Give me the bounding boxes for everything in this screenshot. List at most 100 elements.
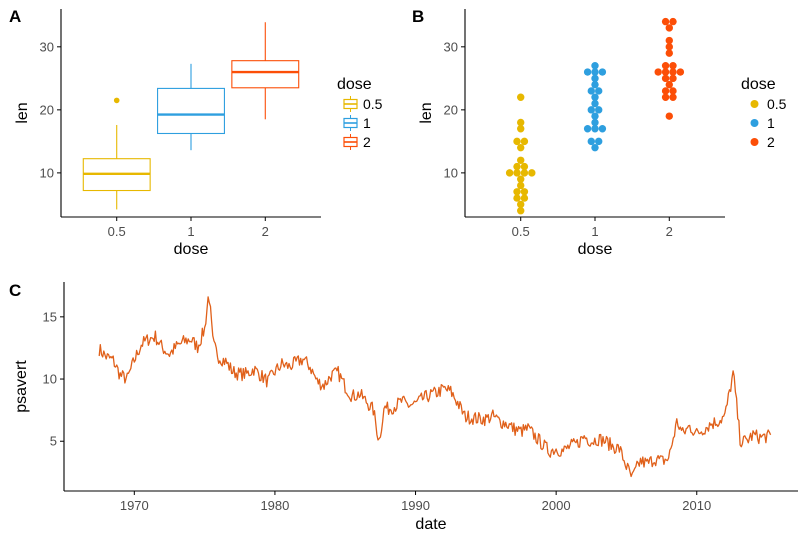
dot-point — [505, 169, 514, 177]
dot-point — [517, 156, 525, 164]
legend-title: dose — [337, 76, 372, 93]
dot-point — [661, 68, 670, 76]
dot-point — [669, 17, 677, 26]
dot-point — [654, 68, 662, 76]
dot-point — [513, 188, 521, 196]
dot-point — [517, 125, 525, 133]
legend-label: 1 — [363, 115, 371, 131]
dot-point — [591, 112, 599, 120]
legend-key-dot — [750, 119, 759, 127]
dot-point — [583, 125, 592, 133]
dot-point — [517, 118, 525, 127]
dot-point — [517, 143, 525, 152]
dot-point — [587, 106, 595, 114]
dot-point — [520, 162, 529, 171]
x-tick-label: 2 — [666, 224, 673, 239]
outlier-point — [113, 97, 120, 104]
dot-point — [595, 137, 603, 146]
dot-point — [595, 106, 603, 114]
x-axis-title: date — [415, 516, 446, 533]
legend-label: 0.5 — [767, 96, 787, 112]
box-2 — [231, 22, 300, 120]
legend-label: 0.5 — [363, 96, 383, 112]
panel-tag: B — [412, 7, 424, 26]
y-tick-label: 10 — [43, 372, 57, 387]
dot-point — [517, 200, 525, 209]
legend-key-dot — [750, 138, 759, 146]
dot-point — [583, 68, 592, 76]
dot-point — [587, 87, 595, 95]
dot-point — [669, 62, 677, 70]
dot-point — [528, 169, 536, 177]
dot-point — [665, 49, 673, 57]
dot-point — [598, 68, 607, 76]
legend-item: 2 — [750, 134, 775, 150]
dot-point — [513, 162, 521, 171]
y-tick-label: 20 — [444, 102, 458, 117]
y-tick-label: 5 — [50, 434, 57, 449]
legend-key-dot — [750, 100, 759, 108]
x-tick-label: 1990 — [401, 498, 430, 513]
y-tick-label: 30 — [40, 39, 54, 54]
dot-point — [520, 137, 529, 146]
x-tick-label: 2010 — [682, 498, 711, 513]
x-tick-label: 1 — [591, 224, 598, 239]
x-tick-label: 1 — [187, 224, 194, 239]
x-tick-label: 1970 — [120, 498, 149, 513]
dot-point — [513, 194, 521, 202]
dot-point — [520, 194, 529, 202]
dot-point — [669, 68, 677, 76]
y-axis-title: psavert — [13, 360, 30, 413]
dot-point — [513, 137, 521, 146]
legend-item: 0.5 — [343, 96, 383, 112]
dot-point — [517, 93, 525, 101]
y-tick-label: 15 — [43, 309, 57, 324]
legend-label: 2 — [767, 134, 775, 150]
dots-1 — [583, 62, 607, 152]
dot-point — [517, 181, 525, 190]
y-tick-label: 20 — [40, 102, 54, 117]
dot-point — [517, 175, 525, 183]
dots-0.5 — [505, 93, 536, 215]
dot-point — [598, 125, 607, 133]
dot-point — [669, 93, 677, 101]
y-tick-label: 10 — [40, 165, 54, 180]
y-tick-label: 30 — [444, 39, 458, 54]
dot-point — [661, 17, 670, 26]
dot-point — [669, 87, 677, 95]
dot-point — [665, 80, 673, 89]
dots-2 — [654, 17, 685, 120]
dot-point — [661, 93, 670, 101]
dot-point — [591, 80, 599, 89]
dot-point — [587, 137, 595, 146]
dot-point — [661, 62, 670, 70]
y-tick-label: 10 — [444, 165, 458, 180]
legend-item: 1 — [343, 115, 371, 131]
x-axis-title: dose — [578, 241, 613, 258]
legend-item: 2 — [343, 134, 371, 150]
dot-point — [520, 188, 529, 196]
dot-point — [665, 24, 673, 32]
x-tick-label: 0.5 — [512, 224, 530, 239]
x-tick-label: 2 — [262, 224, 269, 239]
box-1 — [157, 63, 225, 151]
x-tick-label: 0.5 — [108, 224, 126, 239]
dot-point — [591, 68, 599, 76]
dot-point — [595, 87, 603, 95]
dot-point — [591, 99, 599, 108]
dot-point — [591, 125, 599, 133]
dot-point — [665, 43, 673, 51]
dot-point — [665, 36, 673, 45]
legend-item: 1 — [750, 115, 775, 131]
dot-point — [669, 74, 677, 83]
dot-point — [591, 62, 599, 70]
box-iqr — [157, 87, 225, 135]
psavert-series-line — [98, 296, 772, 478]
dot-point — [591, 143, 599, 152]
legend-title: dose — [741, 76, 776, 93]
panel-tag: A — [9, 7, 21, 26]
dot-point — [591, 93, 599, 101]
